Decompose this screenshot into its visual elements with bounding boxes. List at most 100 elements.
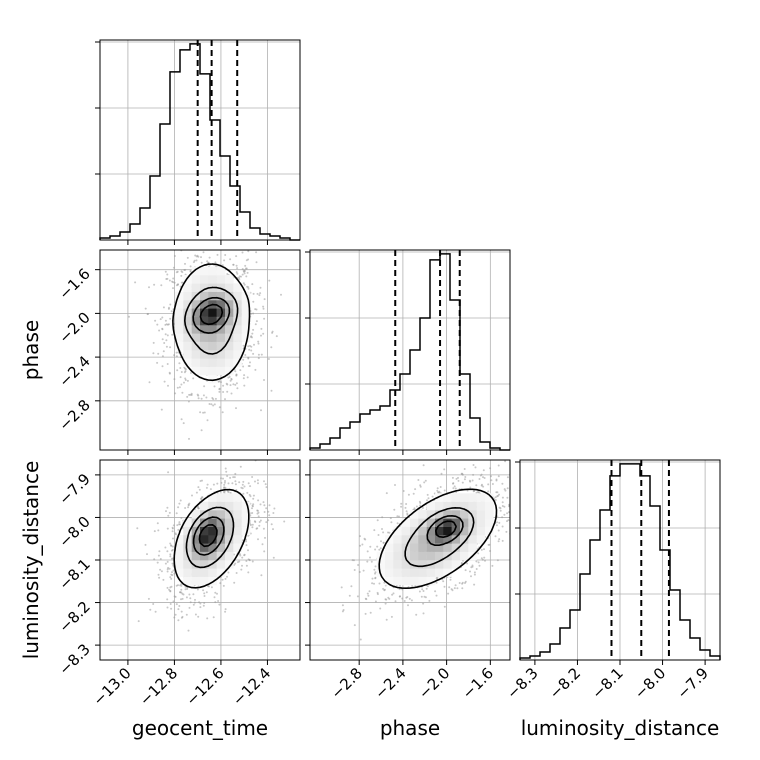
contour-level-3 [172,263,251,382]
scatter-point [201,479,203,482]
scatter-point [146,553,148,556]
scatter-point [182,422,185,425]
scatter-point [172,281,175,284]
scatter-point [280,293,282,296]
density-cell [183,300,192,309]
scatter-point [222,584,225,587]
scatter-point [168,511,171,514]
density-cell [200,526,209,536]
density-cell [460,526,469,536]
scatter-point [218,388,221,391]
scatter-point [192,593,195,596]
scatter-point [226,490,229,493]
scatter-point [184,368,187,371]
density-cell [418,510,427,519]
scatter-point [179,499,182,502]
scatter-point [224,486,227,489]
density-cell [460,501,469,511]
scatter-point [160,284,163,287]
density-cell [191,358,201,367]
density-cell [393,526,402,536]
density-cell [200,350,209,359]
density-cell [485,510,494,519]
density-cell [216,325,226,334]
density-cell [241,291,251,301]
scatter-point [377,534,380,536]
scatter-point [263,317,266,320]
density-cell [426,526,436,536]
scatter-point [423,481,426,484]
scatter-point [254,308,257,311]
density-cell [183,518,192,527]
scatter-point [251,505,254,508]
scatter-point [175,271,178,274]
scatter-point [203,385,206,388]
scatter-point [175,603,178,606]
scatter-point [167,323,170,326]
scatter-point [169,555,172,558]
scatter-point [170,607,173,610]
scatter-point [242,377,245,380]
scatter-point [491,483,494,485]
scatter-point [256,479,259,482]
scatter-point [353,624,356,627]
contour-level-2 [404,507,475,568]
scatter-point [236,561,239,564]
scatter-point [216,482,219,485]
scatter-point [242,480,245,483]
scatter-point [468,479,471,482]
scatter-point [381,516,384,519]
scatter-point [172,569,175,572]
scatter-point [263,550,266,553]
density-cell [435,493,444,502]
hist-panel-geocent-time [95,39,301,241]
scatter-point [251,523,254,526]
scatter-point [233,476,236,479]
scatter-point [164,333,167,336]
scatter-point [234,472,237,475]
scatter-point [202,394,205,397]
scatter-point [247,571,250,574]
scatter-point [481,558,484,561]
scatter-point [217,600,220,602]
scatter-point [175,512,178,515]
scatter-point [394,484,396,486]
density-cell [175,300,184,309]
density-cell [200,341,209,351]
scatter-point [167,514,170,517]
scatter-point [252,503,255,506]
density-cell [393,543,402,552]
scatter-point [235,382,238,385]
density-cell [225,493,234,502]
scatter-point [242,344,245,347]
scatter-point [390,521,393,524]
density-cell [225,366,234,376]
scatter-point [496,559,499,562]
density-cell [410,576,419,586]
scatter-point [457,479,460,482]
scatter-point [207,585,209,588]
scatter-point [200,497,203,500]
scatter-point [247,250,250,253]
density-cell [435,568,444,577]
scatter-point [473,583,476,586]
density-cell [443,493,452,502]
scatter-point [179,376,182,379]
scatter-point [247,357,250,360]
scatter-point [469,570,471,573]
scatter-point [435,581,438,584]
scatter-point [451,476,454,479]
density-cell [216,300,226,309]
density-cell [410,518,419,527]
scatter-point [235,255,238,258]
scatter-point [205,486,208,489]
scatter-point [188,606,191,609]
scatter-point [263,504,266,507]
scatter-point [252,352,255,355]
scatter-point [218,390,221,393]
scatter-point [373,568,376,571]
scatter-point [356,595,359,598]
density-cell [233,493,242,502]
density-cell [183,333,192,342]
density-cell [200,501,209,511]
